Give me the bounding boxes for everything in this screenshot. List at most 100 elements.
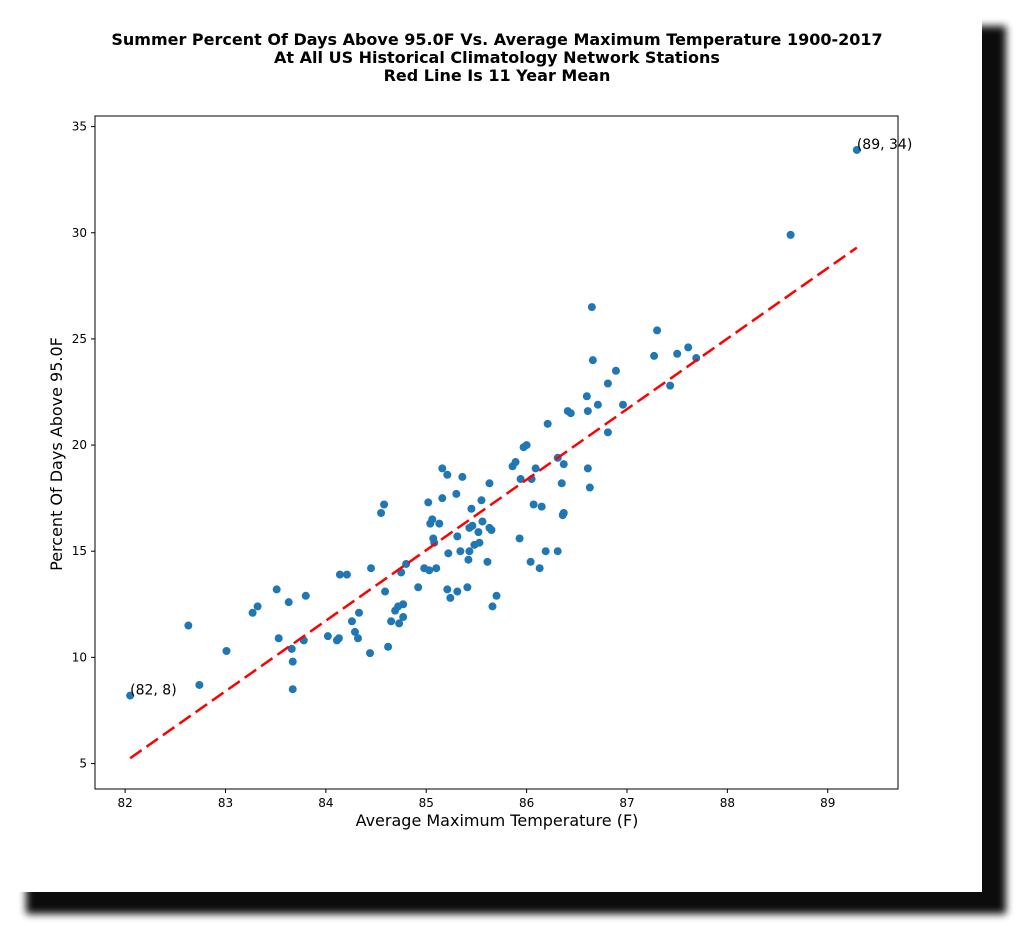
data-point	[399, 613, 408, 622]
data-point	[444, 549, 453, 558]
point-annotation: (82, 8)	[130, 683, 177, 699]
data-point	[248, 608, 257, 617]
x-tick-label: 84	[318, 796, 333, 810]
data-point	[288, 657, 297, 666]
data-point	[347, 617, 356, 626]
data-point	[464, 555, 473, 564]
data-point	[350, 627, 359, 636]
data-point	[467, 504, 476, 513]
data-point	[438, 494, 447, 503]
data-point	[284, 598, 293, 607]
data-point	[559, 509, 568, 518]
x-tick-label: 83	[218, 796, 233, 810]
data-point	[666, 381, 675, 390]
data-point	[522, 441, 531, 450]
y-axis-label: Percent Of Days Above 95.0F	[47, 337, 66, 571]
point-annotation: (89, 34)	[857, 137, 912, 153]
data-point	[387, 617, 396, 626]
data-point	[380, 500, 389, 509]
data-point	[126, 691, 135, 700]
data-point	[354, 608, 363, 617]
data-point	[468, 521, 477, 530]
data-point	[585, 483, 594, 492]
data-point	[446, 593, 455, 602]
data-point	[432, 564, 441, 573]
data-point	[786, 230, 795, 239]
plot-area-frame	[94, 115, 899, 790]
data-point	[184, 621, 193, 630]
data-point	[425, 566, 434, 575]
data-point	[653, 326, 662, 335]
data-point	[399, 600, 408, 609]
figure-card	[12, 12, 982, 892]
x-axis-label: Average Maximum Temperature (F)	[356, 811, 639, 830]
trend-line	[129, 246, 858, 760]
data-point	[541, 547, 550, 556]
x-tick-label: 86	[519, 796, 534, 810]
data-point	[515, 534, 524, 543]
data-point	[342, 570, 351, 579]
data-point	[582, 392, 591, 401]
data-point	[488, 602, 497, 611]
data-point	[453, 532, 462, 541]
data-point	[611, 366, 620, 375]
data-point	[684, 343, 693, 352]
data-point	[852, 145, 861, 154]
data-point	[395, 619, 404, 628]
data-point	[566, 409, 575, 418]
data-point	[587, 303, 596, 312]
data-point	[323, 632, 332, 641]
data-point	[492, 591, 501, 600]
data-point	[535, 564, 544, 573]
y-tick-label: 15	[72, 544, 87, 558]
data-point	[477, 496, 486, 505]
data-point	[272, 585, 281, 594]
data-point	[366, 649, 375, 658]
chart-title-line-3: Red Line Is 11 Year Mean	[384, 66, 611, 85]
data-point	[593, 400, 602, 409]
chart-title-line-1: Summer Percent Of Days Above 95.0F Vs. A…	[111, 30, 882, 49]
data-point	[288, 685, 297, 694]
data-point	[588, 356, 597, 365]
y-tick-label: 25	[72, 332, 87, 346]
data-point	[443, 470, 452, 479]
data-point	[443, 585, 452, 594]
x-tick-label: 87	[619, 796, 634, 810]
data-point	[529, 500, 538, 509]
data-point	[673, 349, 682, 358]
data-point	[485, 479, 494, 488]
data-point	[222, 647, 231, 656]
data-point	[456, 547, 465, 556]
data-point	[583, 464, 592, 473]
data-point	[603, 379, 612, 388]
data-point	[435, 519, 444, 528]
data-point	[483, 557, 492, 566]
x-tick-label: 89	[820, 796, 835, 810]
data-point	[377, 509, 386, 518]
data-point	[526, 557, 535, 566]
data-point	[618, 400, 627, 409]
x-tick-label: 85	[419, 796, 434, 810]
data-point	[557, 479, 566, 488]
data-point	[353, 634, 362, 643]
data-point	[650, 351, 659, 360]
data-point	[583, 407, 592, 416]
data-point	[384, 642, 393, 651]
data-point	[334, 634, 343, 643]
data-point	[543, 419, 552, 428]
data-point	[453, 587, 462, 596]
data-point	[463, 583, 472, 592]
data-point	[531, 464, 540, 473]
y-tick-label: 20	[72, 438, 87, 452]
y-tick-label: 35	[72, 120, 87, 134]
data-point	[274, 634, 283, 643]
data-point	[424, 498, 433, 507]
data-point	[511, 458, 520, 467]
data-point	[287, 644, 296, 653]
data-point	[414, 583, 423, 592]
data-point	[381, 587, 390, 596]
data-point	[253, 602, 262, 611]
data-point	[537, 502, 546, 511]
data-point	[487, 525, 496, 534]
